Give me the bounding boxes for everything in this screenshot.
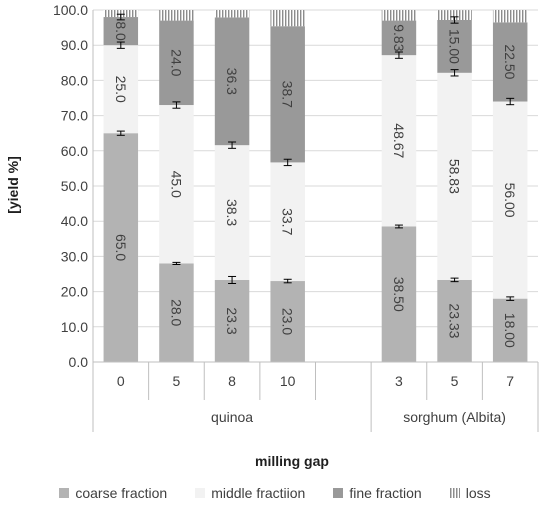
y-tick-label: 40.0 bbox=[61, 213, 88, 229]
data-label: 23.0 bbox=[280, 308, 296, 335]
data-label: 25.0 bbox=[113, 76, 129, 103]
x-tick-label: 8 bbox=[228, 373, 236, 389]
legend-label-loss: loss bbox=[465, 485, 491, 501]
data-label: 28.0 bbox=[168, 299, 184, 326]
bar-segment bbox=[492, 298, 528, 362]
bar-segment bbox=[381, 226, 417, 362]
legend-swatch-coarse bbox=[59, 488, 70, 498]
data-label: 33.7 bbox=[280, 208, 296, 235]
bars: 65.0 25.0 8.0 28.0 45.0 24.0 23.3 38.3 36.3 23.0 3… bbox=[103, 10, 528, 362]
y-tick-label: 60.0 bbox=[61, 143, 88, 159]
data-label: 58.83 bbox=[447, 159, 463, 194]
legend-item-coarse: coarse fraction bbox=[59, 485, 167, 501]
data-label: 23.3 bbox=[224, 307, 240, 334]
bar-segment bbox=[381, 10, 417, 21]
data-label: 48.67 bbox=[391, 123, 407, 158]
data-label: 38.3 bbox=[224, 199, 240, 226]
y-tick-label: 80.0 bbox=[61, 72, 88, 88]
bar-segment bbox=[492, 22, 528, 102]
y-tick-label: 50.0 bbox=[61, 178, 88, 194]
bar-segment bbox=[492, 10, 528, 23]
x-tick-label: 0 bbox=[117, 373, 125, 389]
legend-item-middle: middle fractiion bbox=[195, 485, 305, 501]
legend-label-coarse: coarse fraction bbox=[75, 485, 168, 501]
legend-item-loss: loss bbox=[449, 485, 491, 501]
y-tick-label: 0.0 bbox=[69, 354, 89, 370]
bar-segment bbox=[437, 72, 472, 280]
group-label: sorghum (Albita) bbox=[403, 409, 506, 425]
x-tick-label: 3 bbox=[395, 373, 403, 389]
bar-segment bbox=[103, 17, 139, 46]
group-label: quinoa bbox=[211, 409, 253, 425]
data-label: 18.00 bbox=[502, 313, 518, 348]
legend-item-fine: fine fraction bbox=[333, 485, 422, 501]
bar-segment bbox=[159, 20, 194, 106]
x-tick-label: 7 bbox=[506, 373, 514, 389]
bar-segment bbox=[214, 279, 250, 362]
legend: coarse fraction middle fractiion fine fr… bbox=[0, 482, 550, 504]
bar-segment bbox=[270, 162, 305, 282]
bar-segment bbox=[214, 145, 250, 280]
y-axis-title: [yield %] bbox=[5, 156, 21, 214]
data-label: 15.00 bbox=[447, 29, 463, 64]
bar-segment bbox=[270, 281, 305, 362]
bar-segment bbox=[214, 10, 250, 18]
stacked-bar-chart: 65.0 25.0 8.0 28.0 45.0 24.0 23.3 38.3 36.3 23.0 3… bbox=[5, 2, 539, 469]
data-label: 23.33 bbox=[447, 303, 463, 338]
y-tick-label: 20.0 bbox=[61, 284, 88, 300]
x-tick-label: 10 bbox=[280, 373, 296, 389]
y-tick-label: 30.0 bbox=[61, 248, 88, 264]
bar-segment bbox=[103, 45, 139, 134]
data-label: 65.0 bbox=[113, 234, 129, 261]
bar-segment bbox=[270, 10, 305, 27]
data-label: 36.3 bbox=[224, 68, 240, 95]
data-label: 38.7 bbox=[280, 81, 296, 108]
data-label: 9.83 bbox=[391, 24, 407, 51]
bar-segment bbox=[437, 279, 472, 362]
data-label: 38.50 bbox=[391, 277, 407, 312]
x-axis-title: milling gap bbox=[255, 453, 329, 469]
bar-segment bbox=[103, 10, 139, 18]
y-tick-label: 70.0 bbox=[61, 108, 88, 124]
y-tick-label: 100.0 bbox=[53, 2, 88, 18]
bar-segment bbox=[437, 10, 472, 20]
bar-segment bbox=[437, 19, 472, 73]
bar-segment bbox=[159, 263, 194, 362]
data-label: 8.0 bbox=[113, 21, 129, 41]
legend-swatch-middle bbox=[195, 488, 206, 498]
data-label: 45.0 bbox=[168, 171, 184, 198]
legend-label-fine: fine fraction bbox=[349, 485, 422, 501]
x-tick-label: 5 bbox=[173, 373, 181, 389]
data-label: 56.00 bbox=[502, 183, 518, 218]
bar-segment bbox=[214, 17, 250, 146]
bar-segment bbox=[381, 20, 417, 56]
legend-label-middle: middle fractiion bbox=[211, 485, 306, 501]
bar-segment bbox=[270, 26, 305, 163]
y-tick-label: 90.0 bbox=[61, 37, 88, 53]
axes: 0.0 10.0 20.0 30.0 40.0 50.0 60.0 70.0 80.0 90.0 1… bbox=[53, 2, 539, 432]
legend-swatch-loss bbox=[449, 488, 460, 498]
y-tick-label: 10.0 bbox=[61, 319, 88, 335]
bar-segment bbox=[492, 101, 528, 299]
bar-segment bbox=[159, 10, 194, 21]
bar-segment bbox=[103, 133, 139, 362]
data-label: 22.50 bbox=[502, 44, 518, 79]
bar-segment bbox=[159, 105, 194, 264]
data-label: 24.0 bbox=[168, 49, 184, 76]
bar-segment bbox=[381, 55, 417, 227]
x-tick-label: 5 bbox=[451, 373, 459, 389]
legend-swatch-fine bbox=[333, 488, 344, 498]
